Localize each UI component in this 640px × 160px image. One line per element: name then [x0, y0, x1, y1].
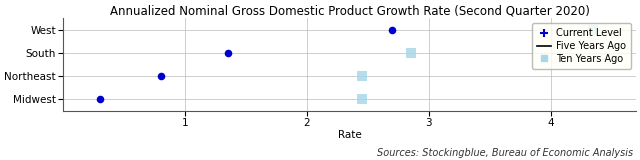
Point — [588, 29, 598, 31]
Point — [405, 52, 415, 54]
Point — [95, 98, 105, 100]
Point — [156, 75, 166, 77]
Point — [223, 52, 233, 54]
Legend: Current Level, Five Years Ago, Ten Years Ago: Current Level, Five Years Ago, Ten Years… — [532, 23, 631, 69]
Point — [356, 75, 367, 77]
Text: Sources: Stockingblue, Bureau of Economic Analysis: Sources: Stockingblue, Bureau of Economi… — [378, 148, 634, 158]
Point — [356, 98, 367, 100]
X-axis label: Rate: Rate — [338, 130, 362, 140]
Point — [387, 29, 397, 31]
Title: Annualized Nominal Gross Domestic Product Growth Rate (Second Quarter 2020): Annualized Nominal Gross Domestic Produc… — [109, 4, 589, 17]
